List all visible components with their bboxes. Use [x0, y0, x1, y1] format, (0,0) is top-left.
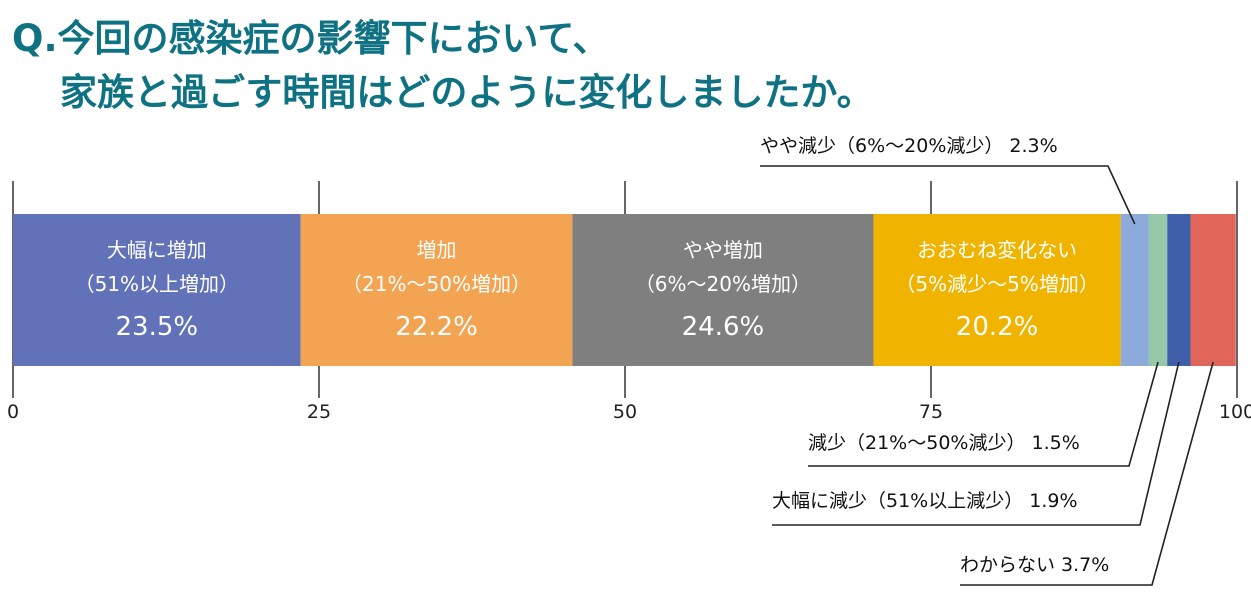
bar-segment	[572, 214, 874, 366]
data-label: 24.6%	[682, 312, 765, 342]
callout-label: やや減少（6%〜20%減少） 2.3%	[760, 135, 1058, 157]
bar-segment	[13, 214, 301, 366]
segment-sublabel: （5%減少〜5%増加）	[895, 272, 1098, 296]
segment-sublabel: （21%〜50%増加）	[342, 272, 531, 296]
bar-segment	[300, 214, 573, 366]
chart-title: Q.今回の感染症の影響下において、 家族と過ごす時間はどのように変化しましたか。	[12, 12, 874, 120]
data-label: 22.2%	[395, 312, 478, 342]
bar-segment	[1167, 214, 1191, 366]
data-label: 23.5%	[116, 312, 199, 342]
tick-label: 100	[1219, 401, 1251, 423]
title-line-1: Q.今回の感染症の影響下において、	[12, 17, 610, 60]
segment-label: やや増加	[683, 238, 763, 262]
callout-label: 減少（21%〜50%減少） 1.5%	[808, 432, 1080, 454]
callout-label: 大幅に減少（51%以上減少） 1.9%	[772, 490, 1078, 512]
segment-label: おおむね変化ない	[917, 238, 1077, 262]
title-line-2: 家族と過ごす時間はどのように変化しましたか。	[60, 71, 874, 114]
callout-leader	[960, 361, 1214, 586]
segment-sublabel: （51%以上増加）	[75, 272, 239, 296]
bar-segment	[1190, 214, 1236, 366]
callout-leader	[772, 361, 1180, 526]
bar-segment	[1148, 214, 1168, 366]
segment-label: 増加	[417, 238, 457, 262]
data-label: 20.2%	[956, 312, 1039, 342]
tick-label: 0	[7, 401, 19, 423]
callout-leader	[808, 361, 1159, 467]
callout-leader	[760, 165, 1136, 225]
bar-segment	[873, 214, 1121, 366]
tick-label: 25	[307, 401, 331, 423]
segment-sublabel: （6%〜20%増加）	[635, 272, 811, 296]
bar-segment	[1120, 214, 1149, 366]
tick-label: 50	[613, 401, 637, 423]
tick-label: 75	[919, 401, 943, 423]
callout-label: わからない 3.7%	[960, 554, 1109, 576]
segment-label: 大幅に増加	[107, 238, 207, 262]
